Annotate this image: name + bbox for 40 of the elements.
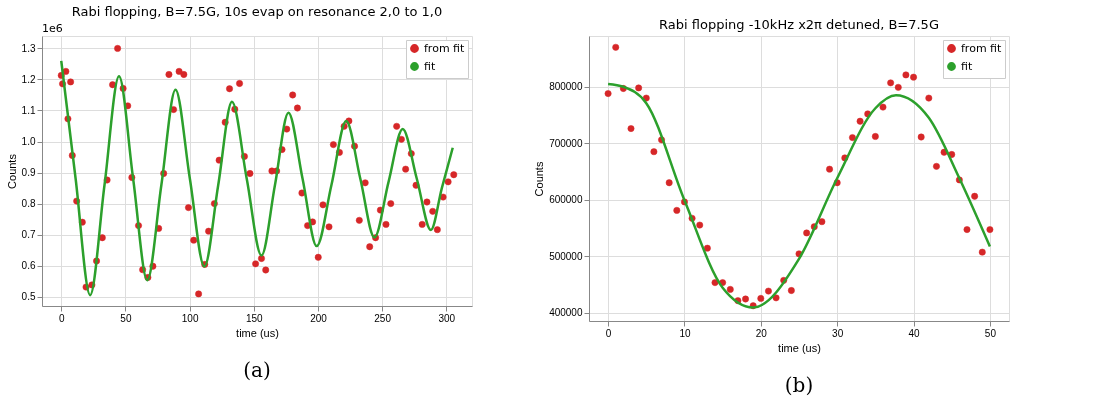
x-tick-label: 50 [120, 312, 132, 324]
y-tick-label: 1.3 [21, 42, 36, 54]
x-tick-label: 40 [908, 327, 921, 339]
y-tick-label: 0.8 [21, 198, 36, 210]
legend-label: from fit [961, 41, 1003, 55]
text: 1e6 [42, 22, 63, 35]
legend-label: from fit [424, 41, 466, 55]
y-tick-label: 0.9 [21, 167, 36, 179]
y-axis-title: Counts [5, 153, 18, 189]
x-tick-label: 300 [438, 312, 456, 324]
x-tick-label: 200 [310, 312, 328, 324]
x-tick-label: 50 [984, 327, 997, 339]
y-tick-label: 700000 [549, 137, 583, 149]
text: (b) [784, 373, 814, 397]
x-tick-label: 250 [374, 312, 392, 324]
x-tick-label: 20 [755, 327, 768, 339]
y-tick-label: 500000 [549, 250, 583, 262]
text: (a) [243, 358, 271, 382]
x-tick-label: 30 [832, 327, 844, 339]
chart-title: Rabi flopping, B=7.5G, 10s evap on resonance 2,0 to 1,0 [71, 4, 443, 19]
y-tick-label: 0.5 [21, 291, 36, 303]
x-tick-label: 100 [181, 312, 199, 324]
y-tick-label: 1.2 [21, 73, 36, 85]
x-tick-label: 10 [679, 327, 691, 339]
x-tick-label: 0 [605, 327, 612, 339]
x-axis-title: time (us) [778, 341, 821, 354]
legend-label: fit [961, 59, 973, 73]
y-tick-label: 1.0 [21, 136, 36, 148]
chart-title: Rabi flopping -10kHz x2π detuned, B=7.5G [659, 17, 939, 32]
x-tick-label: 150 [245, 312, 264, 324]
x-tick-label: 0 [58, 312, 65, 324]
y-tick-label: 800000 [549, 81, 583, 93]
y-tick-label: 600000 [549, 194, 583, 206]
y-tick-label: 400000 [549, 307, 583, 319]
y-tick-label: 0.6 [21, 260, 36, 272]
x-axis-title: time (us) [236, 326, 279, 339]
y-tick-label: 1.1 [21, 104, 36, 116]
y-axis-title: Counts [533, 161, 546, 197]
legend-label: fit [424, 59, 436, 73]
y-tick-label: 0.7 [21, 229, 36, 241]
